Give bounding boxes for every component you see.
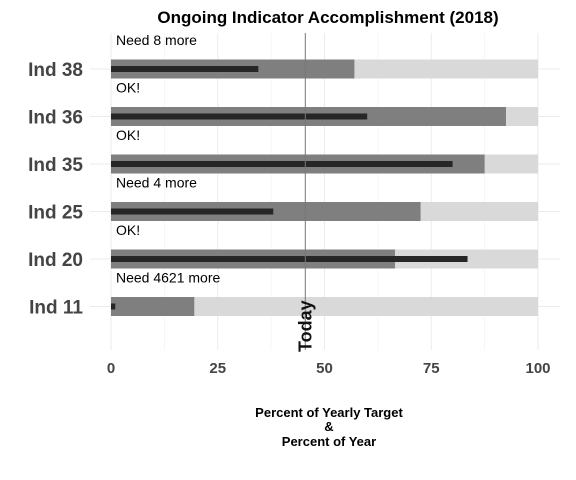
today-layer: Today: [295, 33, 315, 352]
bar-series-3-ind-36: [111, 113, 368, 120]
annotation-label: Need 4621 more: [116, 270, 221, 286]
bar-series-3-ind-38: [111, 66, 259, 72]
bar-series-3-ind-35: [111, 161, 453, 167]
bar-series-1-ind-11: [111, 297, 538, 316]
today-label: Today: [295, 300, 315, 352]
x-tick-label: 25: [209, 360, 226, 377]
annotation-label: Need 4 more: [116, 175, 197, 191]
x-axis-title-line-2: &: [324, 419, 333, 434]
x-tick-labels: 0 25 50 75 100: [107, 360, 551, 377]
x-tick-label: 0: [107, 360, 115, 377]
x-tick-label: 50: [316, 360, 333, 377]
annotation-layer: Need 8 more OK! OK! Need 4 more OK! Need 4621…: [116, 32, 221, 286]
category-label: Ind 36: [28, 108, 83, 129]
x-axis-title-line-1: Percent of Yearly Target: [255, 405, 403, 420]
x-tick-label: 100: [525, 360, 550, 377]
category-labels: Ind 38 Ind 36 Ind 35 Ind 25 Ind 20 Ind 11: [28, 60, 83, 319]
x-axis-title-line-3: Percent of Year: [282, 434, 376, 449]
annotation-label: Need 8 more: [116, 32, 197, 48]
annotation-label: OK!: [116, 80, 140, 96]
x-tick-label: 75: [423, 360, 440, 377]
chart-title: Ongoing Indicator Accomplishment (2018): [157, 8, 498, 27]
category-label: Ind 11: [29, 298, 83, 319]
category-label: Ind 25: [28, 203, 83, 224]
category-label: Ind 20: [28, 250, 83, 271]
annotation-label: OK!: [116, 222, 140, 238]
bars-layer: [111, 59, 538, 316]
category-label: Ind 35: [28, 155, 83, 176]
annotation-label: OK!: [116, 127, 140, 143]
category-label: Ind 38: [28, 60, 83, 81]
bar-series-2-ind-11: [111, 297, 195, 316]
bar-series-3-ind-11: [111, 303, 116, 310]
bar-series-3-ind-25: [111, 208, 274, 215]
bar-series-3-ind-20: [111, 256, 468, 262]
